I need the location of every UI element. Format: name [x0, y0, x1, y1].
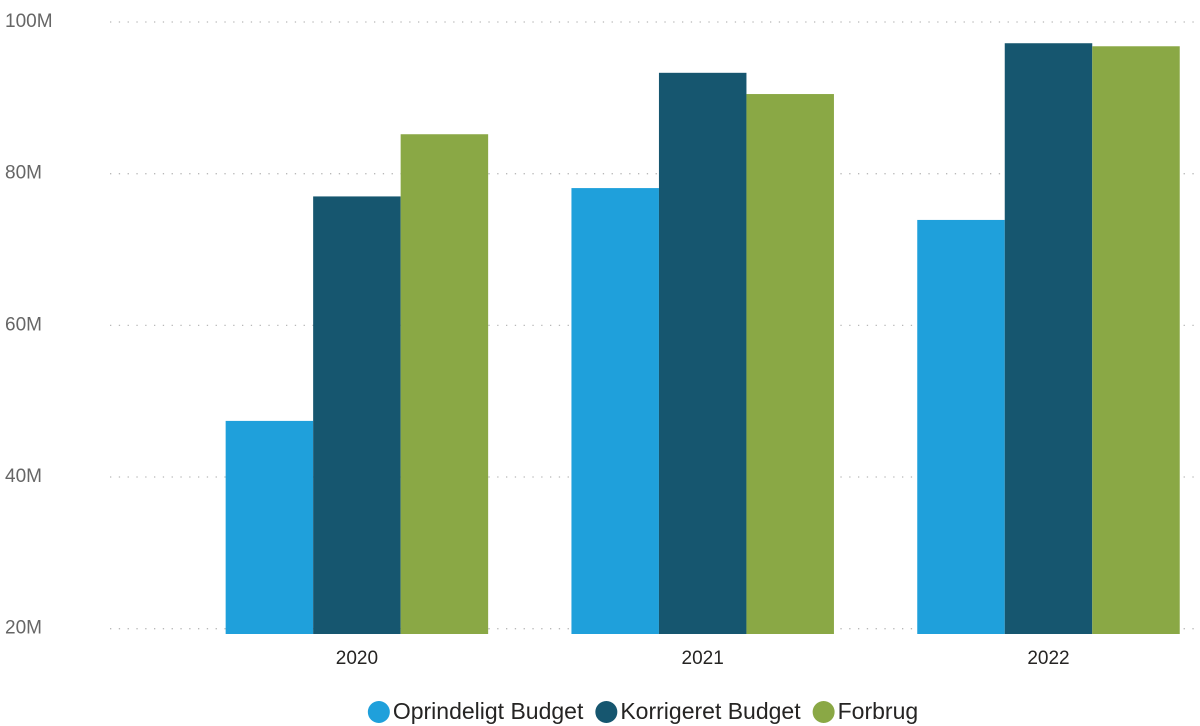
x-tick-label: 2022: [1027, 648, 1069, 669]
legend-item: Korrigeret Budget: [595, 698, 801, 724]
x-tick-label: 2020: [336, 648, 378, 669]
legend-item: Oprindeligt Budget: [367, 698, 584, 724]
y-tick-label: 80M: [5, 163, 42, 184]
bar: [1092, 46, 1180, 635]
x-tick-label: 2021: [682, 648, 724, 669]
legend-label: Oprindeligt Budget: [393, 698, 584, 724]
legend-swatch: [812, 701, 835, 723]
legend-swatch: [595, 701, 618, 723]
bar: [313, 196, 401, 634]
bar: [225, 420, 314, 634]
legend-label: Forbrug: [838, 698, 919, 724]
bar: [917, 219, 1005, 634]
legend-label: Korrigeret Budget: [620, 698, 801, 724]
bar: [1004, 43, 1093, 635]
y-tick-label: 100M: [5, 11, 53, 32]
y-tick-label: 60M: [5, 314, 42, 335]
y-tick-label: 20M: [5, 618, 42, 639]
bar: [400, 134, 489, 634]
bar: [571, 188, 659, 634]
legend-item: Forbrug: [812, 698, 919, 724]
legend: Oprindeligt Budget Korrigeret Budget Forbr…: [367, 698, 919, 724]
y-tick-label: 40M: [5, 466, 42, 487]
bar: [658, 72, 747, 634]
legend-swatch: [367, 701, 390, 723]
bar: [746, 94, 834, 634]
